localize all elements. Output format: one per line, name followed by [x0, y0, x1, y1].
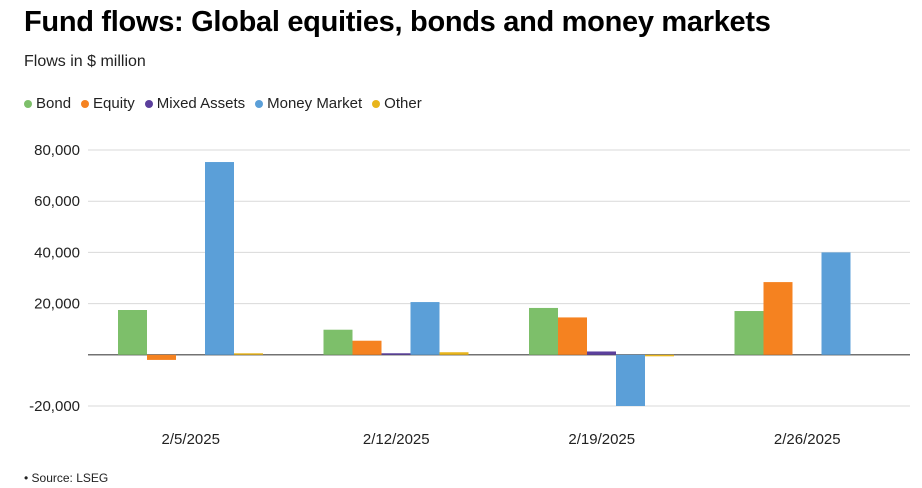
y-tick-label: 60,000 [34, 193, 80, 210]
legend-swatch-equity [81, 99, 90, 108]
legend-label-bond: Bond [36, 95, 72, 112]
legend-swatch-money-market [255, 99, 264, 108]
x-tick-label: 2/12/2025 [363, 431, 430, 448]
x-tick-label: 2/19/2025 [568, 431, 635, 448]
bar-other-1 [234, 353, 263, 355]
y-tick-label: 40,000 [34, 244, 80, 261]
legend-swatch-bond [24, 99, 32, 108]
bar-bond-4 [734, 311, 764, 355]
chart-title: Fund flows: Global equities, bonds and m… [24, 6, 771, 38]
legend-item-other: Other [372, 95, 422, 112]
legend-label-equity: Equity [93, 95, 135, 112]
bar-mixed-assets-2 [381, 353, 411, 355]
bar-money-market-3 [616, 354, 645, 406]
legend-label-money-market: Money Market [267, 95, 363, 112]
y-tick-label: 80,000 [34, 142, 80, 159]
bar-equity-4 [763, 282, 793, 355]
x-tick-label: 2/5/2025 [162, 431, 220, 448]
axis-labels: 80,000 60,000 40,000 20,000 -20,000 2/5/2025 2… [29, 142, 840, 448]
bars [118, 162, 851, 406]
legend-item-equity: Equity [81, 95, 135, 112]
legend-swatch-other [372, 99, 381, 108]
bar-equity-2 [352, 340, 382, 355]
x-tick-label: 2/26/2025 [774, 431, 841, 448]
source-note: • Source: LSEG [24, 471, 109, 485]
bar-money-market-1 [205, 162, 234, 355]
bar-bond-3 [529, 307, 558, 355]
bar-equity-1 [147, 354, 176, 360]
bar-bond-1 [118, 310, 147, 355]
bar-bond-2 [323, 329, 353, 355]
bar-other-2 [439, 352, 469, 355]
bar-mixed-assets-3 [587, 351, 616, 355]
legend-label-other: Other [384, 95, 422, 112]
legend-item-money-market: Money Market [255, 95, 362, 112]
legend-item-mixed-assets: Mixed Assets [144, 95, 246, 112]
legend-item-bond: Bond [24, 95, 71, 112]
legend-label-mixed-assets: Mixed Assets [156, 95, 246, 112]
y-tick-label: -20,000 [29, 398, 80, 415]
bar-other-3 [645, 354, 674, 357]
legend: Bond Equity Mixed Assets Money Market Ot… [24, 95, 422, 112]
bar-money-market-2 [410, 302, 440, 355]
chart-subtitle: Flows in $ million [24, 53, 146, 70]
y-tick-label: 20,000 [34, 296, 80, 313]
bar-equity-3 [558, 317, 587, 355]
bar-money-market-4 [821, 252, 851, 355]
legend-swatch-mixed-assets [144, 99, 153, 108]
